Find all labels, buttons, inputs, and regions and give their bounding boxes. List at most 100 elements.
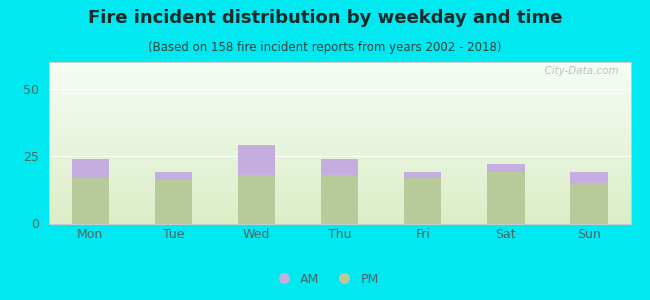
Bar [49,82,630,83]
Bar [49,95,630,96]
Bar [49,125,630,126]
Bar [49,106,630,107]
Bar [49,126,630,127]
Bar [49,147,630,148]
Bar [49,219,630,220]
Bar [49,137,630,138]
Bar [49,214,630,215]
Text: (Based on 158 fire incident reports from years 2002 - 2018): (Based on 158 fire incident reports from… [148,40,502,53]
Bar [49,79,630,80]
Bar [72,178,109,224]
Bar [49,69,630,70]
Bar [49,121,630,122]
Bar [49,175,630,176]
Bar [49,82,630,83]
Bar [49,151,630,152]
Bar [49,202,630,203]
Bar [49,199,630,200]
Bar [49,118,630,119]
Bar [155,172,192,180]
Bar [49,217,630,218]
Bar [49,159,630,160]
Bar [49,176,630,177]
Bar [49,105,630,106]
Bar [49,123,630,124]
Bar [49,191,630,192]
Bar [49,210,630,211]
Bar [49,141,630,142]
Bar [49,204,630,205]
Bar [49,220,630,221]
Bar [49,64,630,65]
Bar [49,77,630,78]
Bar [49,194,630,195]
Bar [49,66,630,67]
Bar [49,189,630,190]
Bar [49,72,630,73]
Bar [49,155,630,156]
Bar [49,131,630,132]
Bar [49,111,630,112]
Bar [49,167,630,168]
Bar [49,114,630,115]
Bar [49,173,630,174]
Bar [49,112,630,113]
Bar [404,178,441,224]
Bar [49,185,630,186]
Bar [49,136,630,137]
Bar [49,145,630,146]
Bar [49,99,630,100]
Bar [49,212,630,213]
Bar [49,122,630,123]
Bar [49,62,630,63]
Bar [49,193,630,194]
Bar [49,101,630,102]
Bar [49,63,630,64]
Bar [49,78,630,79]
Bar [49,99,630,100]
Bar [487,164,525,172]
Bar [49,104,630,105]
Bar [49,90,630,91]
Bar [72,159,109,178]
Bar [238,145,275,175]
Bar [49,75,630,76]
Bar [49,71,630,72]
Bar [49,132,630,133]
Bar [49,65,630,66]
Bar [49,67,630,68]
Bar [49,180,630,181]
Bar [49,201,630,202]
Bar [49,94,630,95]
Bar [49,130,630,131]
Bar [49,205,630,206]
Bar [49,203,630,204]
Bar [321,175,358,224]
Bar [49,98,630,99]
Text: City-Data.com: City-Data.com [538,66,619,76]
Bar [49,154,630,155]
Bar [49,127,630,128]
Bar [49,156,630,157]
Bar [49,172,630,173]
Bar [49,181,630,182]
Bar [49,115,630,116]
Bar [49,140,630,141]
Bar [49,138,630,139]
Bar [49,206,630,207]
Bar [49,179,630,180]
Bar [49,117,630,118]
Bar [49,103,630,104]
Bar [49,97,630,98]
Bar [49,91,630,92]
Bar [49,216,630,217]
Bar [49,148,630,149]
Bar [49,182,630,183]
Bar [49,195,630,196]
Bar [49,177,630,178]
Bar [49,174,630,175]
Bar [49,197,630,198]
Bar [49,200,630,201]
Bar [49,142,630,143]
Bar [404,172,441,178]
